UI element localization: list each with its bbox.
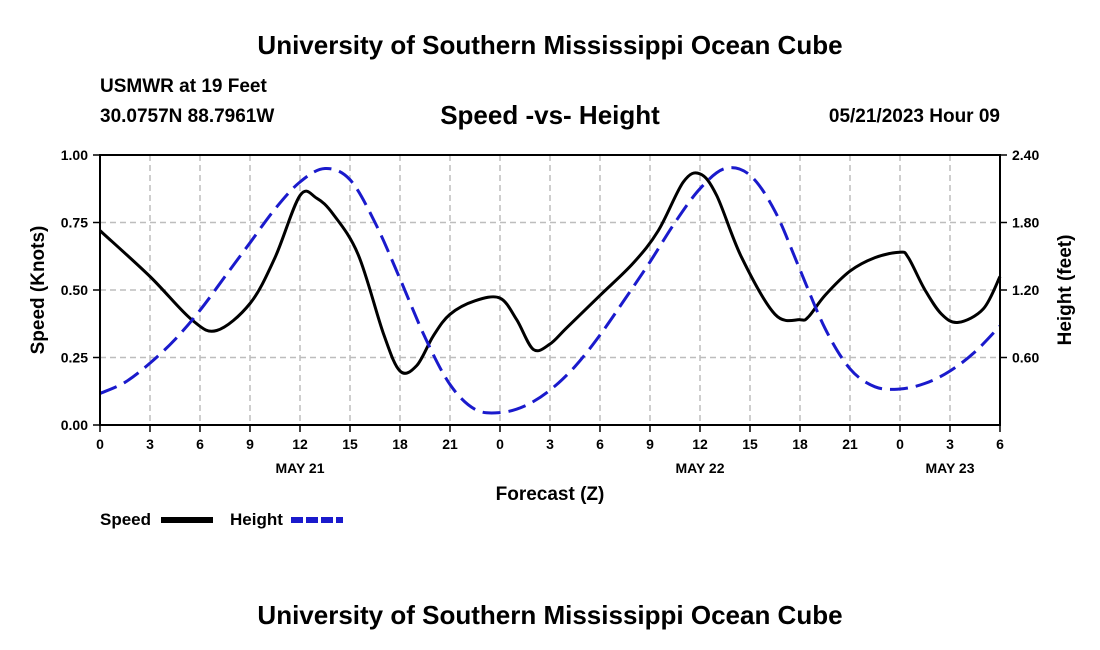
x-tick-label: 0: [896, 436, 904, 452]
date-label: MAY 21: [275, 460, 324, 476]
forecast-timestamp: 05/21/2023 Hour 09: [828, 106, 1000, 127]
axes: 0 3 6 9 12 15 18 21 0 3 6 9 12 15 18 21 0 3 6 0.00 0.25 0.50 0…: [61, 147, 1040, 476]
y-tick-label: 0.75: [61, 215, 88, 231]
speed-series-line: [98, 171, 1002, 375]
x-tick-label: 6: [596, 436, 604, 452]
x-tick-label: 3: [146, 436, 154, 452]
x-tick-label: 18: [792, 436, 808, 452]
legend-height-label: Height: [230, 510, 283, 529]
y2-tick-label: 0.60: [1012, 350, 1039, 366]
x-tick-label: 0: [496, 436, 504, 452]
x-tick-label: 9: [246, 436, 254, 452]
x-axis-title: Forecast (Z): [496, 484, 605, 505]
height-series-line: [99, 166, 1002, 415]
x-tick-label: 3: [546, 436, 554, 452]
x-tick-label: 3: [946, 436, 954, 452]
x-tick-label: 6: [196, 436, 204, 452]
x-tick-label: 0: [96, 436, 104, 452]
x-tick-label: 21: [442, 436, 458, 452]
y2-tick-label: 1.20: [1012, 282, 1039, 298]
y2-axis-title: Height (feet): [1055, 235, 1076, 346]
footer-title: University of Southern Mississippi Ocean…: [257, 600, 843, 630]
x-tick-label: 15: [342, 436, 358, 452]
station-coordinates: 30.0757N 88.7961W: [100, 106, 275, 127]
x-tick-label: 12: [692, 436, 708, 452]
grid-lines: [100, 154, 1000, 425]
y-tick-label: 1.00: [61, 147, 88, 163]
x-tick-label: 18: [392, 436, 408, 452]
station-label: USMWR at 19 Feet: [100, 76, 267, 97]
x-tick-label: 12: [292, 436, 308, 452]
chart-title: Speed -vs- Height: [440, 100, 660, 130]
page-title: University of Southern Mississippi Ocean…: [257, 30, 843, 60]
date-label: MAY 22: [675, 460, 724, 476]
y-tick-label: 0.50: [61, 282, 88, 298]
y-tick-label: 0.00: [61, 417, 88, 433]
x-tick-label: 6: [996, 436, 1004, 452]
y2-tick-label: 1.80: [1012, 215, 1039, 231]
legend: Speed Height: [100, 510, 343, 529]
series-lines: [98, 166, 1002, 415]
y-axis-title: Speed (Knots): [28, 226, 49, 355]
x-tick-label: 9: [646, 436, 654, 452]
x-tick-label: 21: [842, 436, 858, 452]
y-tick-label: 0.25: [61, 350, 88, 366]
y2-tick-label: 2.40: [1012, 147, 1039, 163]
legend-speed-label: Speed: [100, 510, 151, 529]
date-label: MAY 23: [925, 460, 974, 476]
x-tick-label: 15: [742, 436, 758, 452]
